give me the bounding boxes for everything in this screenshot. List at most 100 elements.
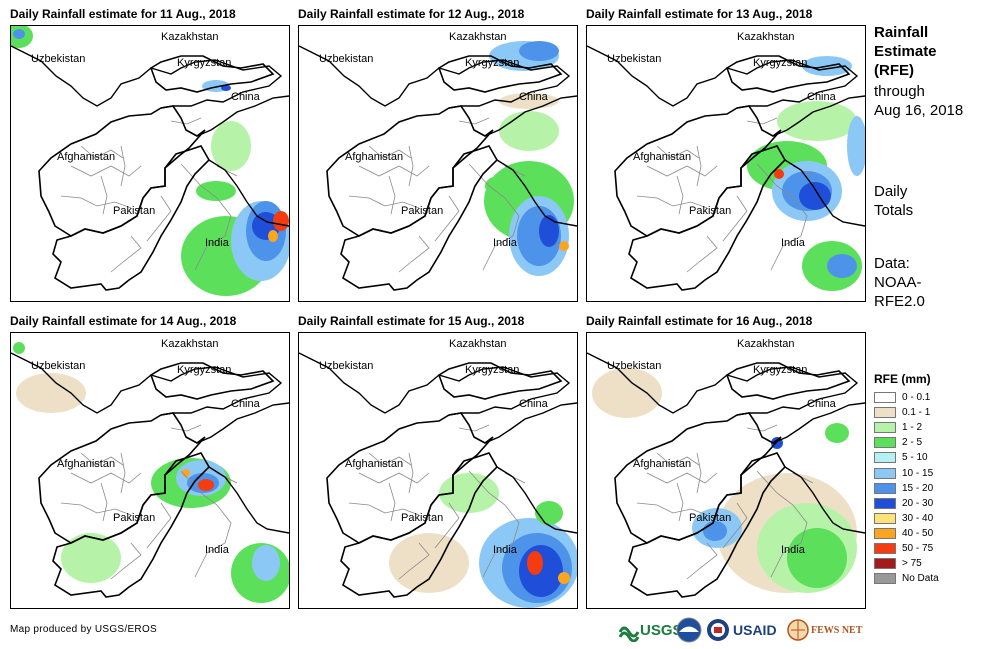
place-label-afghanistan: Afghanistan [345, 151, 403, 163]
place-label-kazakhstan: Kazakhstan [161, 338, 218, 350]
rainfall-map-panel: Kazakhstan Uzbekistan Kyrgyzstan China Afgha… [10, 25, 290, 302]
province-boundary [408, 145, 414, 187]
rainfall-map-panel: Kazakhstan Uzbekistan Kyrgyzstan China Afgha… [298, 25, 578, 302]
rainfall-area [198, 479, 214, 491]
place-label-uzbekistan: Uzbekistan [319, 53, 373, 65]
province-boundary [358, 165, 430, 177]
place-label-afghanistan: Afghanistan [57, 458, 115, 470]
province-boundary [696, 452, 702, 494]
place-label-uzbekistan: Uzbekistan [31, 360, 85, 372]
country-boundary-china [772, 95, 865, 137]
legend-item: 0 - 0.1 [874, 390, 930, 405]
country-boundary-north [299, 352, 571, 416]
place-label-india: India [493, 544, 518, 556]
rainfall-area [273, 211, 289, 231]
country-boundary-north [587, 45, 859, 109]
legend-item: > 75 [874, 556, 922, 571]
province-boundary [646, 472, 718, 484]
usaid-seal-icon [707, 619, 729, 641]
side-through: through [874, 83, 925, 100]
side-title-estimate: Estimate [874, 43, 937, 60]
place-label-afghanistan: Afghanistan [345, 458, 403, 470]
side-daily: Daily [874, 183, 908, 200]
province-boundary [398, 235, 430, 273]
legend-item: 40 - 50 [874, 526, 933, 541]
panel-title: Daily Rainfall estimate for 13 Aug., 201… [586, 7, 813, 21]
legend-label: 20 - 30 [902, 497, 934, 509]
legend-label: 50 - 75 [902, 543, 934, 554]
rainfall-area [13, 29, 25, 39]
rainfall-area [592, 368, 662, 418]
place-label-india: India [205, 237, 230, 249]
province-boundary [408, 452, 414, 494]
rainfall-area [196, 181, 236, 201]
country-boundary-kyrgyzstan [726, 55, 851, 93]
province-boundary [170, 424, 202, 432]
map-canvas: Kazakhstan Uzbekistan Kyrgyzstan China Afgha… [299, 31, 577, 291]
country-boundary-kyrgyzstan [726, 362, 851, 400]
rainfall-area [827, 254, 857, 278]
map-canvas: Kazakhstan Uzbekistan Kyrgyzstan China Afgha… [587, 31, 865, 291]
province-boundary [388, 482, 396, 522]
usgs-logo: USGS [618, 617, 683, 643]
panel-title: Daily Rainfall estimate for 14 Aug., 201… [10, 314, 237, 328]
province-boundary [636, 502, 708, 516]
usaid-logo: USAID [706, 617, 777, 643]
panel-title: Daily Rainfall estimate for 11 Aug., 201… [10, 7, 236, 21]
place-label-uzbekistan: Uzbekistan [319, 360, 373, 372]
province-boundary [358, 472, 430, 484]
usgs-logo-text: USGS [640, 621, 683, 639]
place-label-uzbekistan: Uzbekistan [607, 360, 661, 372]
province-boundary [458, 117, 490, 125]
place-label-afghanistan: Afghanistan [57, 151, 115, 163]
place-label-india: India [493, 237, 518, 249]
rainfall-area [61, 533, 121, 583]
rainfall-area [787, 528, 847, 588]
place-label-kyrgyzstan: Kyrgyzstan [753, 57, 807, 69]
rainfall-area [703, 521, 727, 541]
rainfall-area [519, 41, 559, 61]
rainfall-area [211, 121, 251, 171]
panel-title: Daily Rainfall estimate for 15 Aug., 201… [298, 314, 525, 328]
country-boundary-india [496, 466, 577, 534]
place-label-kyrgyzstan: Kyrgyzstan [465, 57, 519, 69]
legend-item: 2 - 5 [874, 435, 922, 450]
legend-swatch [874, 512, 896, 524]
legend-label: 2 - 5 [902, 437, 923, 449]
rainfall-map-panel: Kazakhstan Uzbekistan Kyrgyzstan China Afgha… [586, 25, 866, 302]
rainfall-area [13, 342, 25, 354]
province-boundary [100, 175, 108, 215]
province-boundary [686, 235, 718, 273]
country-boundary-kyrgyzstan [150, 362, 275, 400]
province-boundary [722, 502, 748, 549]
place-label-pakistan: Pakistan [689, 205, 731, 217]
usaid-logo-text: USAID [733, 622, 777, 638]
province-boundary [468, 163, 520, 271]
province-boundary [180, 470, 232, 578]
province-boundary [656, 145, 700, 159]
province-boundary [60, 502, 132, 516]
panel-title: Daily Rainfall estimate for 12 Aug., 201… [298, 7, 525, 21]
province-boundary [746, 117, 778, 125]
country-boundary-north [299, 45, 571, 109]
province-boundary [756, 163, 808, 271]
province-boundary [696, 145, 702, 187]
place-label-china: China [231, 91, 261, 103]
noaa-logo-mark [676, 617, 702, 643]
legend-label: 15 - 20 [902, 482, 934, 494]
province-boundary [70, 472, 142, 484]
country-boundary-kyrgyzstan [438, 55, 563, 93]
place-label-uzbekistan: Uzbekistan [607, 53, 661, 65]
legend-item: 5 - 10 [874, 450, 928, 465]
legend-swatch [874, 497, 896, 509]
rainfall-area [559, 241, 569, 251]
legend-label: 30 - 40 [902, 512, 934, 524]
legend-swatch [874, 543, 896, 554]
side-totals: Totals [874, 202, 914, 219]
place-label-kazakhstan: Kazakhstan [161, 31, 218, 43]
province-boundary [636, 195, 708, 209]
legend-swatch [874, 527, 896, 539]
side-source-1: NOAA- [874, 274, 922, 291]
province-boundary [120, 145, 126, 187]
country-boundary-china [484, 95, 577, 137]
